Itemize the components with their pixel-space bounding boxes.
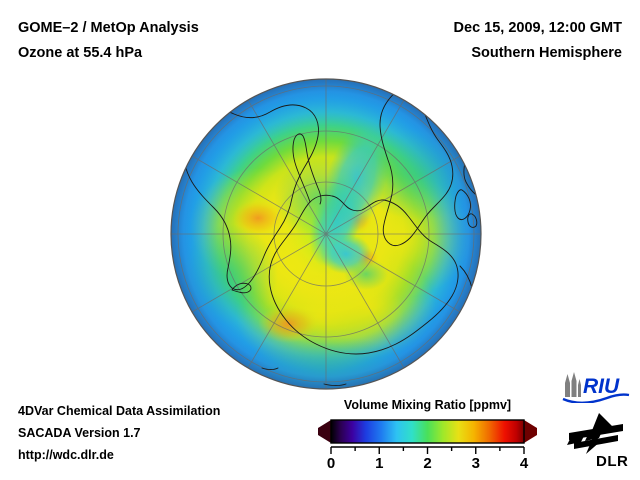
coastline-island-south — [261, 367, 279, 370]
ozone-globe-map — [170, 78, 482, 390]
credit-version: SACADA Version 1.7 — [18, 426, 141, 440]
timestamp-label: Dec 15, 2009, 12:00 GMT — [453, 20, 622, 36]
colorbar-gradient — [330, 419, 525, 444]
colorbar-ticks — [330, 446, 525, 454]
dlr-wordmark: DLR — [596, 453, 628, 470]
riu-wordmark: RIU — [583, 375, 620, 398]
coastline-tasmania — [467, 213, 478, 228]
colorbar-arrow-left — [318, 420, 331, 443]
globe-outline — [170, 78, 482, 390]
page-subtitle: Ozone at 55.4 hPa — [18, 45, 143, 61]
dlr-emblem-icon — [567, 413, 623, 454]
graticule — [171, 79, 481, 389]
riu-logo: RIU — [559, 371, 631, 408]
colorbar-tick-label: 0 — [327, 455, 335, 472]
dlr-logo: DLR — [566, 411, 632, 476]
coastline-africa — [379, 83, 454, 247]
page-title: GOME–2 / MetOp Analysis — [18, 20, 199, 36]
colorbar-title: Volume Mixing Ratio [ppmv] — [343, 398, 512, 412]
colorbar-tick-label: 2 — [423, 455, 431, 472]
coastline-tierra-del-fuego — [231, 282, 252, 294]
colorbar-arrow-right — [524, 420, 537, 443]
coastline-antarctica — [268, 194, 459, 355]
coastline-island-south-2 — [323, 383, 347, 386]
colorbar-tick-labels: 0 1 2 3 4 — [327, 455, 529, 472]
credits-block: 4DVar Chemical Data Assimilation SACADA … — [18, 400, 220, 466]
header-left: GOME–2 / MetOp Analysis Ozone at 55.4 hP… — [18, 16, 199, 66]
cathedral-towers-icon — [565, 372, 581, 397]
colorbar: Volume Mixing Ratio [ppmv] 0 1 2 3 4 — [305, 398, 550, 474]
coastline-antarctic-peninsula — [292, 133, 322, 205]
coastline-madagascar — [454, 189, 471, 221]
hemisphere-label: Southern Hemisphere — [471, 45, 622, 61]
coastline-south-america — [181, 102, 319, 291]
colorbar-tick-label: 1 — [375, 455, 383, 472]
riu-wave-icon — [562, 393, 630, 404]
header-right: Dec 15, 2009, 12:00 GMT Southern Hemisph… — [454, 16, 622, 66]
colorbar-tick-label: 4 — [520, 455, 529, 472]
credit-url[interactable]: http://wdc.dlr.de — [18, 448, 114, 462]
credit-method: 4DVar Chemical Data Assimilation — [18, 404, 221, 418]
coastlines — [181, 83, 481, 386]
colorbar-tick-label: 3 — [472, 455, 480, 472]
